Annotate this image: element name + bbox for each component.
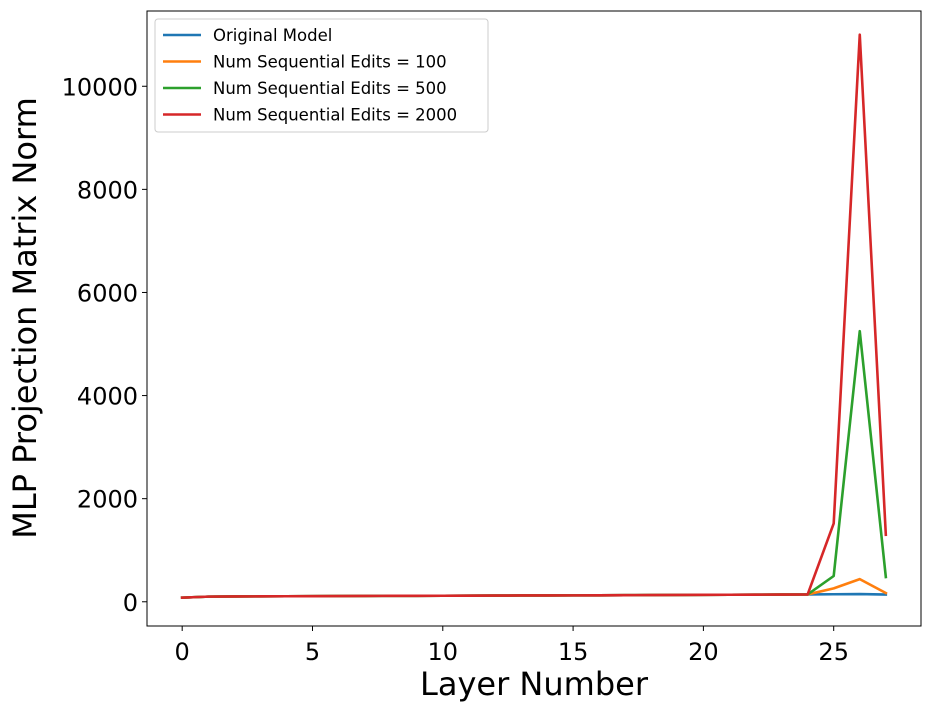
y-tick-label: 2000 — [77, 486, 138, 514]
y-tick-label: 4000 — [77, 383, 138, 411]
legend-label-2: Num Sequential Edits = 100 — [213, 53, 447, 72]
x-tick-label: 0 — [175, 638, 190, 666]
y-axis-title: MLP Projection Matrix Norm — [6, 97, 44, 539]
legend-label-1: Original Model — [213, 26, 332, 45]
legend: Original Model Num Sequential Edits = 100… — [154, 18, 489, 133]
y-tick-label: 0 — [123, 589, 138, 617]
legend-label-4: Num Sequential Edits = 2000 — [213, 106, 457, 125]
plot-frame — [146, 10, 922, 627]
x-tick-label: 5 — [305, 638, 320, 666]
x-tick-label: 20 — [688, 638, 719, 666]
x-tick-label: 15 — [558, 638, 589, 666]
y-tick-label: 8000 — [77, 176, 138, 204]
y-axis: 0 2000 4000 6000 8000 10000 — [62, 73, 147, 617]
x-tick-label: 25 — [818, 638, 849, 666]
y-tick-label: 6000 — [77, 279, 138, 307]
series-layer — [180, 33, 888, 600]
legend-label-3: Num Sequential Edits = 500 — [213, 79, 447, 98]
legend-box — [154, 18, 489, 133]
x-tick-label: 10 — [428, 638, 459, 666]
x-axis: 0 5 10 15 20 25 — [175, 626, 849, 666]
x-axis-title: Layer Number — [420, 665, 649, 703]
series-line-4 — [180, 33, 888, 600]
y-tick-label: 10000 — [62, 73, 138, 101]
